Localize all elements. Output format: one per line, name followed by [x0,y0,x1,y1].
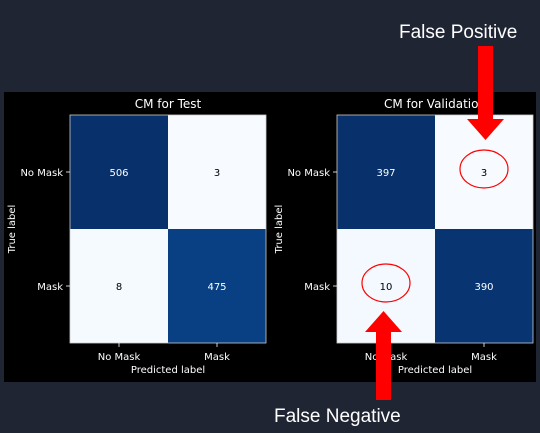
cm-panel-0: CM for Test 506 3 8 475 No Mask Mask No Mask Mas… [7,97,267,376]
x-tick-label: No Mask [365,352,408,363]
plot-frame [69,114,267,344]
confusion-matrix-svg: CM for Test 506 3 8 475 No Mask Mask No Mask Mas… [7,97,534,376]
y-tick-label: Mask [37,282,63,293]
confusion-matrix-figure: CM for Test 506 3 8 475 No Mask Mask No Mask Mas… [4,92,536,382]
cell-value: 397 [376,168,395,179]
cell-value: 10 [380,282,393,293]
y-axis-label: True label [274,205,285,255]
chart-title: CM for Validation [384,97,486,111]
x-tick-label: Mask [471,352,497,363]
false-negative-annotation: False Negative [274,406,401,427]
cm-cell [168,115,266,229]
x-axis-label: Predicted label [131,365,205,376]
cm-cell [435,229,533,343]
cell-value: 506 [109,168,128,179]
x-tick-label: Mask [204,352,230,363]
cell-value: 8 [116,282,122,293]
cell-value: 475 [207,282,226,293]
x-axis-label: Predicted label [398,365,472,376]
cm-cell [168,229,266,343]
y-axis-label: True label [7,205,18,255]
y-tick-label: No Mask [20,168,63,179]
cm-cell [337,115,435,229]
plot-frame [336,114,534,344]
cell-value: 3 [214,168,220,179]
false-positive-annotation: False Positive [399,22,518,43]
x-tick-label: No Mask [98,352,141,363]
y-tick-label: No Mask [287,168,330,179]
cm-cell [70,115,168,229]
cell-value: 390 [474,282,493,293]
cm-panel-1: CM for Validation 397 3 10 390 No Mask Mask No … [274,97,534,376]
chart-title: CM for Test [135,97,202,111]
cell-value: 3 [481,168,487,179]
cm-cell [70,229,168,343]
y-tick-label: Mask [304,282,330,293]
